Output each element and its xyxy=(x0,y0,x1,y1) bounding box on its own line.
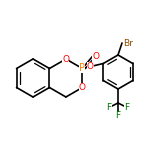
Text: F: F xyxy=(106,102,112,112)
Text: O: O xyxy=(87,62,94,71)
Text: O: O xyxy=(92,52,99,61)
Text: Br: Br xyxy=(123,40,133,48)
Text: F: F xyxy=(115,112,121,121)
Text: O: O xyxy=(79,83,86,92)
Text: F: F xyxy=(124,102,130,112)
Text: O: O xyxy=(62,55,69,64)
Text: P: P xyxy=(79,64,85,74)
